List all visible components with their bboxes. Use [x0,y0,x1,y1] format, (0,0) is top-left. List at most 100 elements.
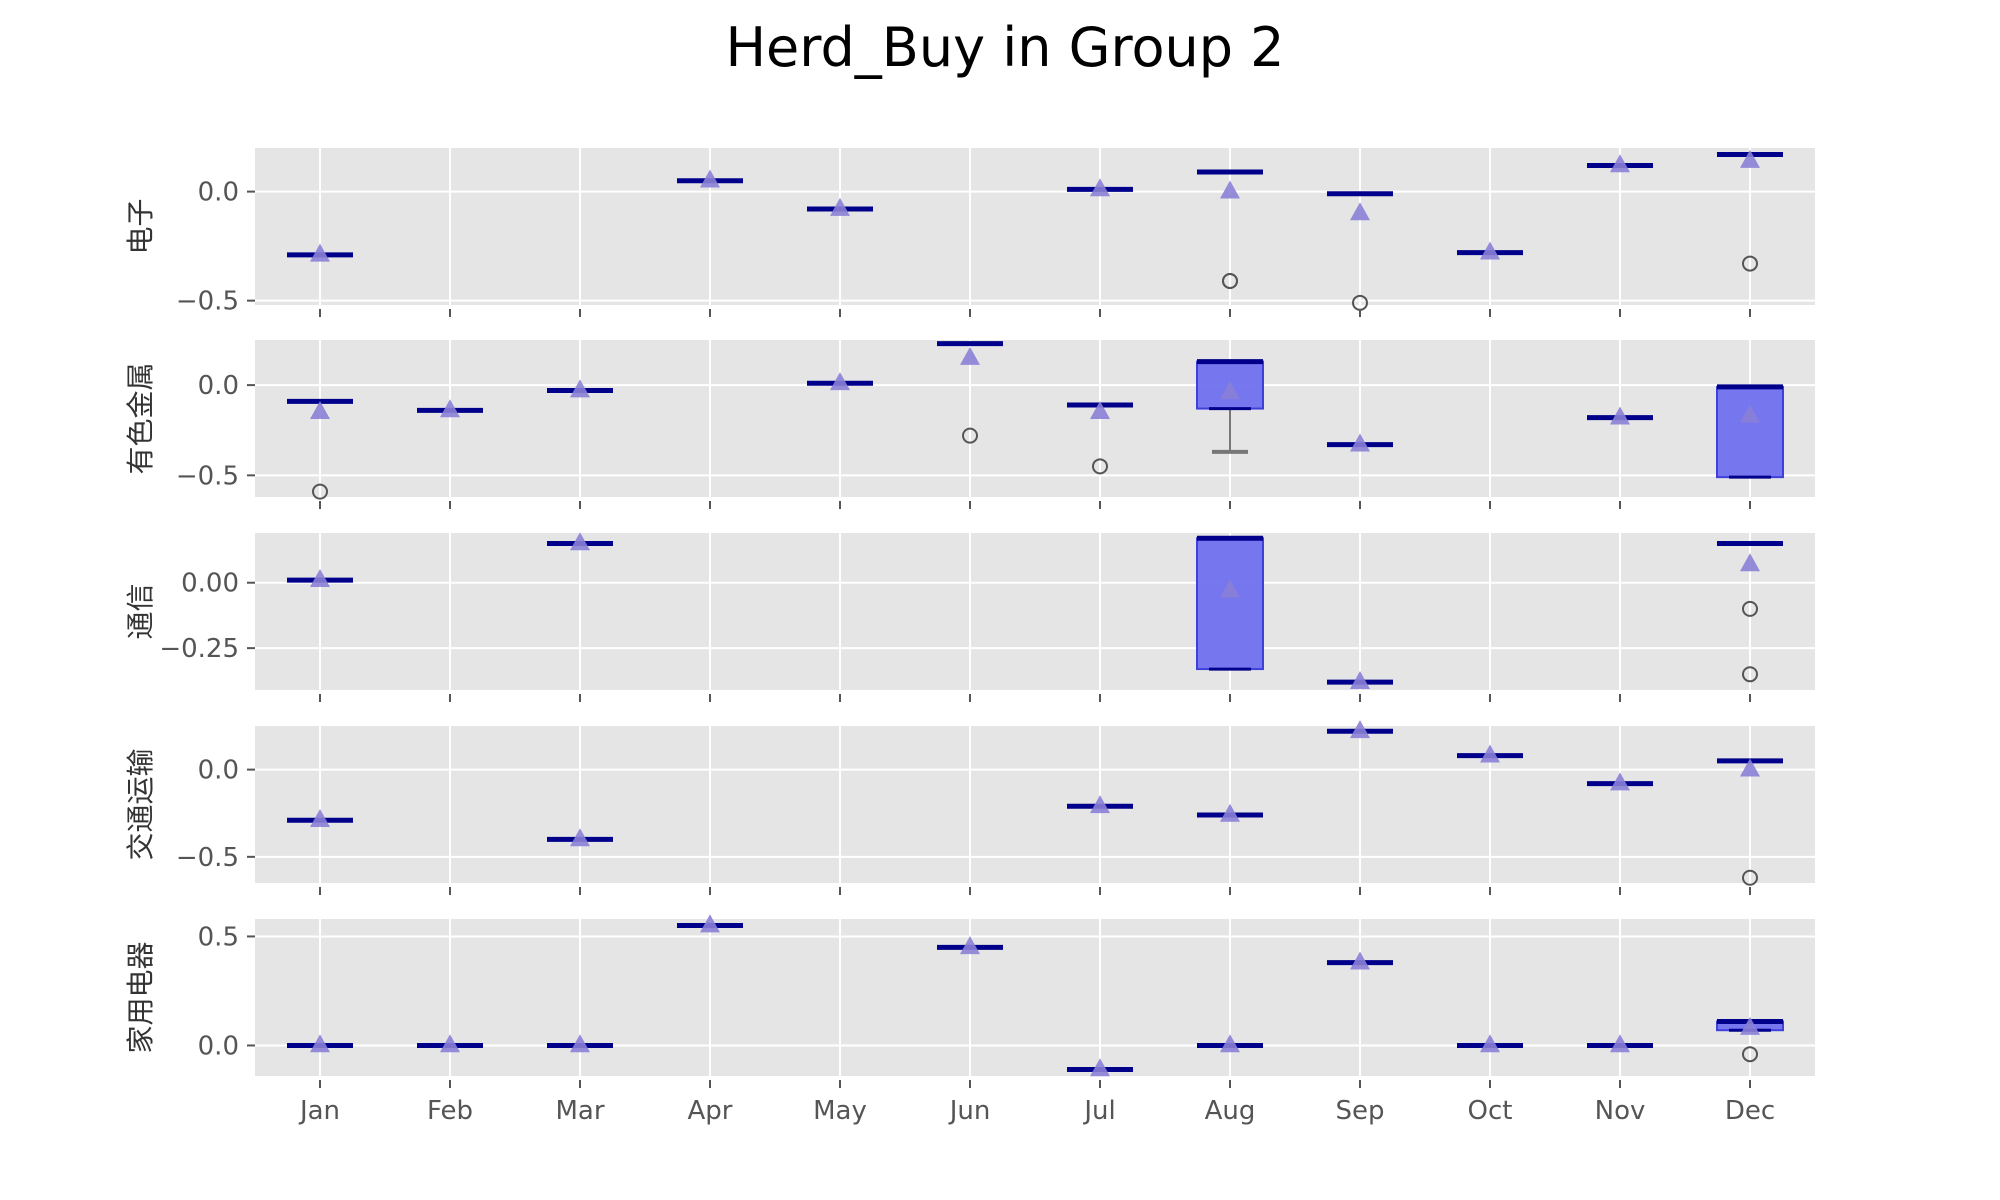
mean-marker [570,1034,590,1053]
mean-marker [1350,951,1370,970]
x-tick-label: Mar [555,1096,604,1126]
box-jan [287,398,353,500]
box-oct [1457,744,1523,763]
y-tick-label: −0.5 [176,843,239,873]
mean-marker [700,169,720,188]
mean-marker [1740,149,1760,168]
x-tick-label: Dec [1725,1096,1775,1126]
mean-marker [1220,381,1240,400]
x-tick-label: Feb [427,1096,473,1126]
flier-point [1742,869,1758,886]
box-dec [1717,540,1783,683]
panel-4: 0.0 −0.5 交通运输 [124,720,1815,895]
panel-1: 0.0 −0.5 电子 [124,148,1815,317]
box-dec [1716,1016,1784,1063]
box-jan [287,243,353,262]
mean-marker [1220,1034,1240,1053]
panel-ylabel: 家用电器 [124,941,157,1053]
panel-ylabel: 有色金属 [124,362,157,474]
mean-marker [570,379,590,398]
box-jan [287,809,353,828]
box-dec [1716,384,1784,479]
mean-marker [1610,406,1630,425]
box-aug [1196,535,1264,671]
y-tick-label: 0.0 [198,178,239,208]
panel-2: 0.0 −0.5 有色金属 [124,340,1815,509]
mean-marker [1480,241,1500,260]
panel-5: 0.5 0.0 家用电器 [124,914,1815,1088]
x-tick-label: Jan [298,1096,340,1126]
box-jul [1067,795,1133,814]
box-oct [1457,241,1523,260]
y-tick-label: 0.0 [198,756,239,786]
mean-marker [1350,670,1370,689]
mean-marker [1610,1034,1630,1053]
mean-marker [830,197,850,216]
box-jun [937,936,1003,955]
mean-marker [310,809,330,828]
mean-marker [1480,744,1500,763]
box-sep [1327,951,1393,970]
box-nov [1587,154,1653,173]
panel-background [255,919,1815,1076]
box-mar [547,379,613,398]
y-tick-label: 0.0 [198,1031,239,1061]
box-sep [1327,670,1393,689]
flier-point [312,483,328,500]
mean-marker [310,401,330,420]
mean-marker [570,828,590,847]
y-tick-label: 0.0 [198,371,239,401]
mean-marker [440,399,460,418]
mean-marker [1090,795,1110,814]
x-tick-label: Jul [1082,1096,1115,1126]
x-tick-label: Sep [1335,1096,1384,1126]
chart-title: Herd_Buy in Group 2 [725,16,1284,79]
box-jul [1067,1058,1133,1077]
panel-ylabel: 通信 [124,583,157,639]
box-nov [1587,406,1653,425]
x-tick-label: Aug [1205,1096,1256,1126]
box-dec [1717,149,1783,272]
panel-background [255,148,1815,305]
box-aug [1197,803,1263,822]
box-aug [1197,169,1263,290]
box-aug [1197,1034,1263,1053]
y-tick-label: −0.25 [159,634,239,664]
mean-marker [1740,1016,1760,1035]
box-may [807,372,873,391]
flier-point [1742,255,1758,272]
box-oct [1457,1034,1523,1053]
box-sep [1327,191,1393,311]
box-nov [1587,772,1653,791]
mean-marker [1350,720,1370,739]
flier-point [1222,273,1238,290]
mean-marker [310,1034,330,1053]
mean-marker [570,532,590,551]
y-tick-label: 0.5 [198,922,239,952]
flier-point [1352,294,1368,311]
panel-background [255,533,1815,690]
mean-marker [960,346,980,365]
box-sep [1327,433,1393,452]
flier-point [1092,458,1108,475]
mean-marker [1350,433,1370,452]
box-aug [1196,359,1264,454]
mean-marker [960,936,980,955]
box-feb [417,1034,483,1053]
box-jul [1067,401,1133,475]
box-may [807,197,873,216]
box-mar [547,1034,613,1053]
mean-marker [1090,1058,1110,1077]
box-jan [287,568,353,587]
mean-marker [1350,202,1370,221]
y-tick-label: −0.5 [176,461,239,491]
mean-marker [1090,178,1110,197]
mean-marker [1610,772,1630,791]
box-jun [937,341,1003,444]
x-tick-label: Oct [1468,1096,1513,1126]
box-jul [1067,178,1133,197]
box-apr [677,169,743,188]
